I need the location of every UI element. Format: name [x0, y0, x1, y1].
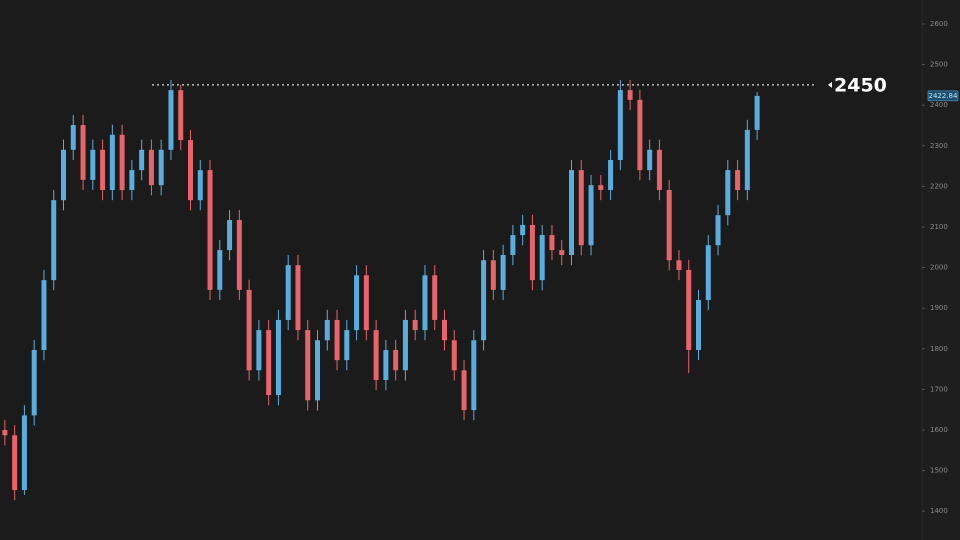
candle-body	[139, 149, 145, 171]
candle-body	[549, 235, 555, 251]
candle-body	[129, 170, 135, 191]
candle-body	[100, 149, 106, 191]
candle-body	[2, 429, 8, 436]
candle-body	[51, 200, 57, 281]
candle-body	[236, 220, 242, 290]
candle-body	[471, 340, 477, 411]
candle-body	[188, 140, 193, 201]
candle-body	[569, 170, 574, 255]
candle-body	[559, 250, 565, 255]
y-tick-label: 2500	[930, 61, 948, 69]
candle-body	[627, 90, 633, 100]
last-price-label: 2422.84	[929, 92, 958, 100]
price-axis	[922, 0, 960, 540]
candle-body	[315, 340, 320, 401]
candle-body	[500, 254, 506, 290]
candle-body	[422, 275, 428, 331]
candle-body	[334, 319, 340, 361]
candle-body	[696, 300, 701, 350]
y-tick-label: 1700	[930, 385, 948, 393]
candle-body	[705, 245, 711, 301]
candle-body	[12, 435, 18, 491]
y-tick-label: 1400	[930, 507, 948, 515]
candle-body	[197, 170, 203, 201]
candle-body	[637, 99, 643, 171]
y-tick-label: 2200	[930, 182, 948, 190]
candle-body	[373, 330, 379, 381]
candle-body	[61, 149, 66, 201]
candle-body	[354, 275, 360, 331]
level-arrow	[828, 81, 832, 88]
candle-body	[481, 260, 487, 341]
candle-body	[324, 319, 330, 341]
candle-body	[725, 170, 731, 216]
candle-body	[109, 134, 115, 191]
candle-body	[266, 330, 272, 396]
candle-body	[578, 170, 584, 246]
candle-body	[588, 185, 594, 246]
candle-body	[178, 90, 184, 141]
candle-body	[520, 224, 526, 236]
candle-body	[80, 125, 86, 180]
candle-body	[490, 260, 496, 290]
candle-body	[295, 265, 301, 331]
y-tick-label: 2600	[930, 20, 948, 28]
candle-body	[461, 370, 467, 411]
y-tick-label: 1500	[930, 467, 948, 475]
candle-body	[608, 159, 614, 191]
candle-body	[363, 275, 369, 331]
candle-body	[207, 170, 213, 290]
candle-body	[412, 319, 418, 331]
candle-body	[41, 280, 47, 350]
candle-body	[227, 220, 233, 251]
candle-body	[90, 149, 96, 180]
candle-body	[647, 149, 653, 171]
candle-body	[31, 349, 37, 416]
candle-body	[217, 250, 223, 290]
candle-body	[148, 149, 154, 186]
candle-body	[344, 330, 350, 361]
candle-body	[285, 265, 291, 320]
candle-body	[432, 275, 438, 320]
candle-body	[598, 185, 604, 191]
candle-body	[676, 260, 682, 270]
candle-body	[158, 149, 164, 186]
candle-body	[754, 95, 760, 130]
candle-body	[656, 149, 662, 191]
candle-body	[21, 415, 27, 491]
candle-body	[451, 340, 457, 371]
last-price-box	[927, 90, 959, 102]
candle-body	[510, 235, 516, 255]
candle-body	[246, 289, 252, 371]
y-tick-label: 2000	[930, 264, 948, 272]
candle-body	[275, 319, 281, 396]
candle-body	[744, 129, 750, 191]
candle-body	[305, 330, 311, 401]
candle-body	[256, 330, 262, 371]
y-tick-label: 1600	[930, 426, 948, 434]
candle-body	[119, 134, 125, 191]
candle-body	[529, 224, 535, 281]
y-tick-label: 1800	[930, 345, 948, 353]
candle-body	[715, 215, 721, 246]
y-tick-label: 1900	[930, 304, 948, 312]
candle-body	[617, 90, 623, 160]
y-tick-label: 2300	[930, 142, 948, 150]
candle-body	[402, 319, 408, 371]
y-tick-label: 2400	[930, 101, 948, 109]
y-tick-label: 2100	[930, 223, 948, 231]
candle-body	[666, 190, 672, 261]
candle-body	[735, 170, 741, 191]
candle-body	[70, 125, 76, 150]
candle-body	[539, 235, 545, 281]
candle-body	[393, 349, 399, 371]
candle-body	[168, 90, 174, 150]
candle-body	[686, 270, 692, 350]
candle-body	[442, 319, 447, 341]
level-label: 2450	[834, 74, 887, 96]
candle-body	[383, 349, 389, 381]
